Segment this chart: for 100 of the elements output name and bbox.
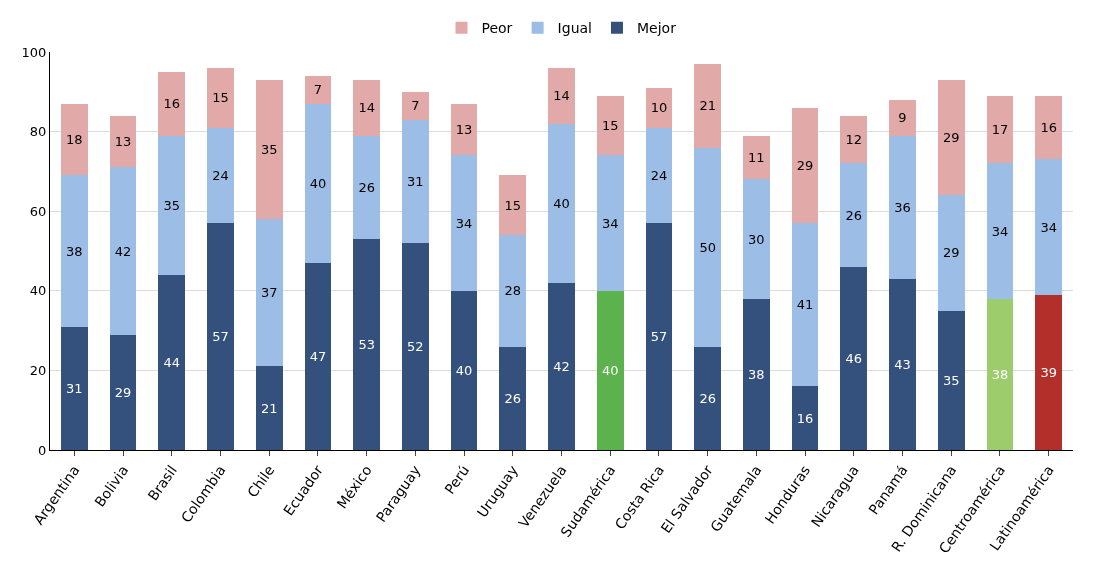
bar <box>450 290 478 450</box>
bar <box>694 346 722 450</box>
bar <box>645 127 673 224</box>
bar <box>889 99 916 136</box>
bar <box>207 67 234 128</box>
data-label: 26 <box>699 390 716 406</box>
data-label: 40 <box>553 195 570 211</box>
bar <box>742 135 770 180</box>
data-label: 35 <box>163 197 181 213</box>
bar <box>937 195 965 311</box>
bar <box>499 235 527 347</box>
data-label: 26 <box>845 207 863 223</box>
y-tick-label: 60 <box>29 203 47 219</box>
data-label: 29 <box>942 245 960 261</box>
bar <box>791 223 819 387</box>
bar <box>791 386 819 450</box>
bar <box>158 135 186 275</box>
data-label: 15 <box>212 90 229 106</box>
data-label: 38 <box>748 366 765 382</box>
y-tick-label: 80 <box>29 124 47 140</box>
bar <box>742 298 770 450</box>
data-label: 43 <box>894 356 911 372</box>
data-label: 52 <box>407 339 424 355</box>
data-label: 12 <box>845 132 863 148</box>
data-label: 40 <box>309 175 327 191</box>
data-label: 21 <box>699 98 716 114</box>
bar <box>548 123 575 283</box>
bar <box>548 282 575 450</box>
data-label: 34 <box>455 215 473 231</box>
data-label: 7 <box>313 82 323 98</box>
data-label: 41 <box>796 297 814 313</box>
data-label: 24 <box>212 167 229 183</box>
data-label: 31 <box>66 380 83 396</box>
data-label: 31 <box>407 173 424 189</box>
bar <box>60 175 88 327</box>
data-label: 53 <box>358 337 375 353</box>
bar <box>353 239 381 450</box>
data-label: 42 <box>114 243 132 259</box>
bar <box>207 127 234 224</box>
bar <box>401 243 429 450</box>
bar <box>401 91 429 120</box>
y-tick-label: 0 <box>38 442 47 458</box>
y-tick-label: 40 <box>29 283 47 299</box>
bar <box>401 119 429 244</box>
bar <box>207 223 234 450</box>
bar <box>986 163 1014 299</box>
bar <box>840 115 868 164</box>
data-label: 24 <box>650 167 668 183</box>
data-label: 15 <box>504 197 522 213</box>
bar <box>255 79 283 220</box>
data-label: 46 <box>845 350 863 366</box>
bar <box>499 175 527 236</box>
data-label: 35 <box>942 372 960 388</box>
bar <box>840 266 868 450</box>
data-label: 38 <box>991 366 1009 382</box>
data-label: 34 <box>991 223 1009 239</box>
data-label: 13 <box>114 134 132 150</box>
bar <box>596 95 624 156</box>
bar <box>1035 159 1063 295</box>
data-label: 16 <box>796 410 814 426</box>
bar <box>255 366 283 450</box>
data-label: 50 <box>699 239 716 255</box>
bar <box>109 115 137 168</box>
bar <box>353 135 381 240</box>
data-label: 16 <box>1040 120 1057 136</box>
data-label: 10 <box>650 100 668 116</box>
data-label: 38 <box>66 243 83 259</box>
bar <box>450 155 478 291</box>
bar <box>694 63 722 148</box>
data-label: 18 <box>66 132 83 148</box>
bar <box>548 67 575 124</box>
bar <box>499 346 527 450</box>
data-label: 47 <box>309 348 327 364</box>
data-label: 16 <box>163 96 181 112</box>
data-label: 28 <box>504 283 522 299</box>
bar <box>596 290 624 450</box>
bar <box>1035 95 1063 160</box>
data-label: 29 <box>796 157 814 173</box>
data-label: 39 <box>1040 364 1057 380</box>
data-label: 21 <box>260 400 278 416</box>
legend-label: Peor <box>481 20 513 37</box>
bar <box>645 87 673 128</box>
bar <box>596 155 624 291</box>
bar <box>60 103 88 176</box>
data-label: 57 <box>650 329 668 345</box>
bar <box>304 103 332 263</box>
data-label: 29 <box>114 384 132 400</box>
data-label: 26 <box>504 390 522 406</box>
bar <box>304 75 332 104</box>
bar <box>889 278 916 450</box>
data-label: 34 <box>601 215 619 231</box>
bar <box>109 334 137 450</box>
data-label: 17 <box>991 122 1009 138</box>
bar <box>937 79 965 196</box>
data-label: 57 <box>212 329 229 345</box>
data-label: 13 <box>455 122 473 138</box>
data-label: 7 <box>411 98 420 114</box>
legend-label: Igual <box>557 20 592 37</box>
data-label: 36 <box>894 199 911 215</box>
bar <box>937 310 965 450</box>
